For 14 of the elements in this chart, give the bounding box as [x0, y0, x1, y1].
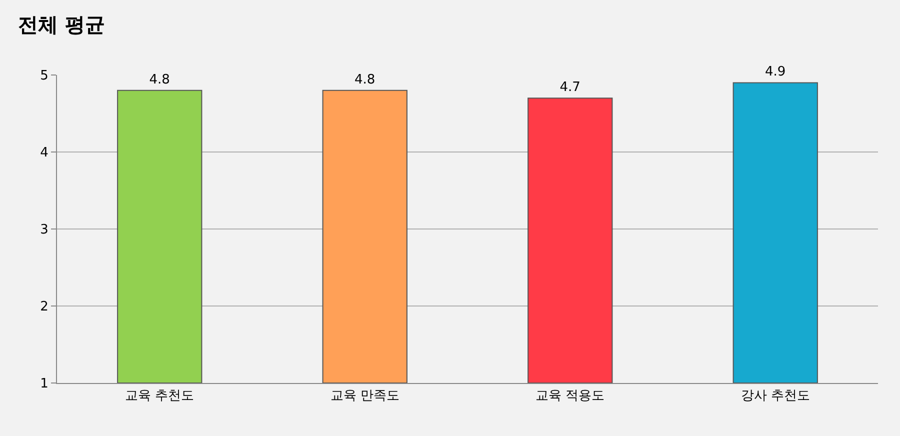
- y-tick-label: 4: [40, 146, 48, 161]
- x-tick-label: 강사 추천도: [740, 388, 810, 404]
- y-tick-label: 2: [40, 300, 48, 315]
- x-tick-label: 교육 추천도: [125, 388, 194, 404]
- data-label: 4.8: [354, 72, 376, 88]
- data-label: 4.7: [560, 80, 580, 96]
- data-label: 4.8: [149, 72, 170, 88]
- data-label: 4.9: [765, 64, 786, 80]
- x-tick-label: 교육 만족도: [330, 388, 400, 404]
- y-tick-label: 5: [40, 68, 48, 84]
- chart-title: 전체 평균: [18, 12, 105, 36]
- y-tick-label: 1: [40, 376, 48, 392]
- x-tick-label: 교육 적용도: [536, 388, 605, 404]
- y-tick-label: 3: [40, 222, 48, 238]
